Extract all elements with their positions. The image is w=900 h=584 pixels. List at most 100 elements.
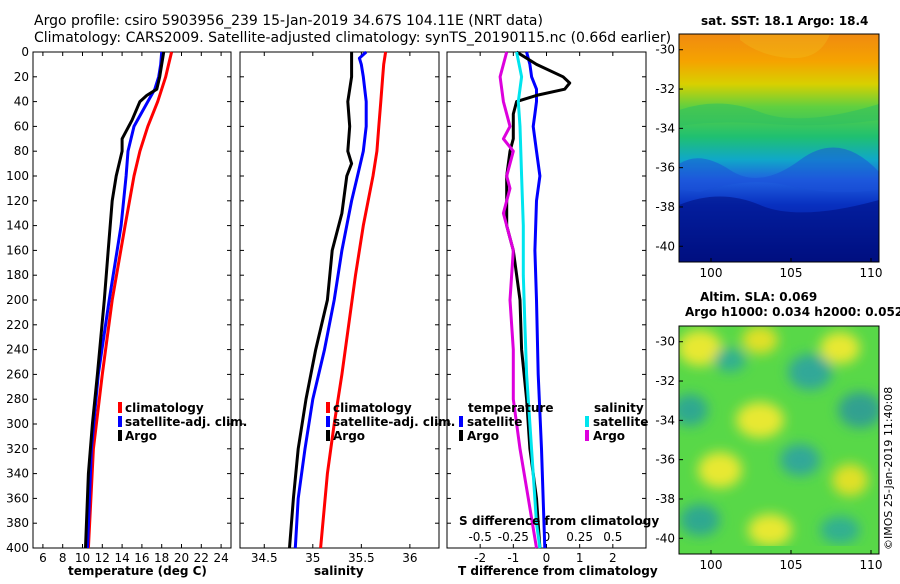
map-y-tick-label: -30 bbox=[655, 335, 675, 349]
legend-climatology-swatch bbox=[118, 402, 122, 413]
sla-low-eddy bbox=[714, 348, 746, 372]
map-y-tick-label: -30 bbox=[655, 43, 675, 57]
depth-tick-label: 20 bbox=[14, 70, 29, 84]
header-line-2: Climatology: CARS2009. Satellite-adjuste… bbox=[34, 30, 671, 46]
depth-tick-label: 320 bbox=[6, 442, 29, 456]
salinity-panel bbox=[239, 51, 440, 549]
legend-s-satellite: satellite bbox=[593, 415, 648, 429]
sla-low-eddy bbox=[820, 516, 860, 544]
map-y-tick-label: -38 bbox=[655, 492, 675, 506]
x-tick-label: 20 bbox=[174, 551, 189, 565]
map-y-tick-label: -34 bbox=[655, 413, 675, 427]
x-tick-label: 14 bbox=[114, 551, 129, 565]
x-tick-label: 34.5 bbox=[251, 551, 278, 565]
series-s-argo bbox=[498, 51, 538, 549]
x-tick-label: 0 bbox=[543, 551, 551, 565]
sla-high-eddy bbox=[742, 326, 778, 354]
depth-tick-label: 200 bbox=[6, 293, 29, 307]
series-argo bbox=[84, 51, 166, 549]
legend-argo: Argo bbox=[125, 429, 157, 443]
sla-low-eddy bbox=[838, 392, 879, 428]
legend-climatology: climatology bbox=[333, 401, 412, 415]
legend-satellite: satellite-adj. clim. bbox=[333, 415, 455, 429]
s-tick-label: 0.25 bbox=[566, 530, 593, 544]
series-climatology bbox=[86, 51, 174, 549]
x-tick-label: 35 bbox=[305, 551, 320, 565]
map-y-tick-label: -36 bbox=[655, 453, 675, 467]
map-x-tick-label: 110 bbox=[860, 558, 883, 572]
depth-tick-label: 160 bbox=[6, 243, 29, 257]
sla-high-eddy bbox=[698, 452, 742, 488]
series-t-satellite bbox=[525, 51, 547, 549]
x-tick-label: 24 bbox=[213, 551, 228, 565]
sst-map bbox=[678, 33, 880, 263]
legend-satellite-swatch bbox=[326, 416, 330, 427]
series-satellite-adj-clim- bbox=[293, 50, 368, 549]
legend-s-satellite-swatch bbox=[585, 416, 589, 427]
series-climatology bbox=[319, 51, 388, 549]
legend-t-argo: Argo bbox=[467, 429, 499, 443]
legend-t-satellite: satellite bbox=[467, 415, 522, 429]
map-x-tick-label: 100 bbox=[700, 558, 723, 572]
legend-t-argo-swatch bbox=[459, 430, 463, 441]
header-line-1: Argo profile: csiro 5903956_239 15-Jan-2… bbox=[34, 13, 543, 29]
depth-tick-label: 120 bbox=[6, 194, 29, 208]
depth-tick-label: 0 bbox=[21, 45, 29, 59]
s-difference-xlabel: S difference from climatology bbox=[459, 514, 659, 528]
depth-tick-label: 80 bbox=[14, 144, 29, 158]
s-tick-label: 0 bbox=[543, 530, 551, 544]
legend-argo-swatch bbox=[118, 430, 122, 441]
map-x-tick-label: 105 bbox=[780, 558, 803, 572]
legend-s-argo: Argo bbox=[593, 429, 625, 443]
x-tick-label: 36 bbox=[402, 551, 417, 565]
map-y-tick-label: -36 bbox=[655, 161, 675, 175]
depth-tick-label: 360 bbox=[6, 491, 29, 505]
x-tick-label: 18 bbox=[154, 551, 169, 565]
sla-low-eddy bbox=[780, 444, 820, 476]
sst-map-title: sat. SST: 18.1 Argo: 18.4 bbox=[701, 14, 868, 28]
map-x-tick-label: 110 bbox=[860, 266, 883, 280]
depth-tick-label: 100 bbox=[6, 169, 29, 183]
depth-tick-label: 220 bbox=[6, 318, 29, 332]
x-tick-label: -2 bbox=[474, 551, 486, 565]
difference-legend: temperature salinity satellite Argo sate… bbox=[459, 401, 648, 443]
legend-argo-swatch bbox=[326, 430, 330, 441]
map-y-tick-label: -32 bbox=[655, 374, 675, 388]
sla-high-eddy bbox=[679, 330, 722, 366]
sla-high-eddy bbox=[820, 332, 860, 364]
depth-tick-label: 60 bbox=[14, 119, 29, 133]
map-axes: 100 105 110 -30 -32 -34 -36 -38 -40 100 105 110 -30 -… bbox=[655, 43, 882, 572]
sst-deep-cold bbox=[679, 196, 879, 262]
legend-argo: Argo bbox=[333, 429, 365, 443]
sst-map-frame bbox=[678, 33, 880, 263]
temperature-xlabel: temperature (deg C) bbox=[68, 564, 207, 578]
sla-low-eddy bbox=[788, 354, 832, 390]
sst-front-band bbox=[679, 103, 879, 126]
depth-tick-label: 140 bbox=[6, 219, 29, 233]
x-tick-label: 2 bbox=[609, 551, 617, 565]
sst-cold-band bbox=[679, 147, 879, 193]
sla-map-title-2: Argo h1000: 0.034 h2000: 0.052 bbox=[685, 305, 900, 319]
x-tick-label: 1 bbox=[576, 551, 584, 565]
sla-high-eddy bbox=[832, 464, 868, 496]
s-tick-label: -0.25 bbox=[498, 530, 529, 544]
x-tick-label: 16 bbox=[134, 551, 149, 565]
legend-t-satellite-swatch bbox=[459, 416, 463, 427]
depth-tick-label: 280 bbox=[6, 392, 29, 406]
depth-tick-label: 400 bbox=[6, 541, 29, 555]
series-s-satellite bbox=[515, 51, 542, 549]
legend-salinity-title: salinity bbox=[594, 401, 644, 415]
depth-tick-label: 240 bbox=[6, 343, 29, 357]
legend-s-argo-swatch bbox=[585, 430, 589, 441]
legend-climatology: climatology bbox=[125, 401, 204, 415]
depth-tick-label: 300 bbox=[6, 417, 29, 431]
x-tick-label: -1 bbox=[507, 551, 519, 565]
depth-tick-label: 40 bbox=[14, 95, 29, 109]
temperature-legend: climatology satellite-adj. clim. Argo bbox=[118, 401, 247, 443]
sla-low-eddy bbox=[679, 394, 708, 426]
map-y-tick-label: -38 bbox=[655, 200, 675, 214]
imos-stamp: ©IMOS 25-Jan-2019 11:40:08 bbox=[882, 387, 895, 550]
series-t-argo bbox=[505, 50, 572, 549]
